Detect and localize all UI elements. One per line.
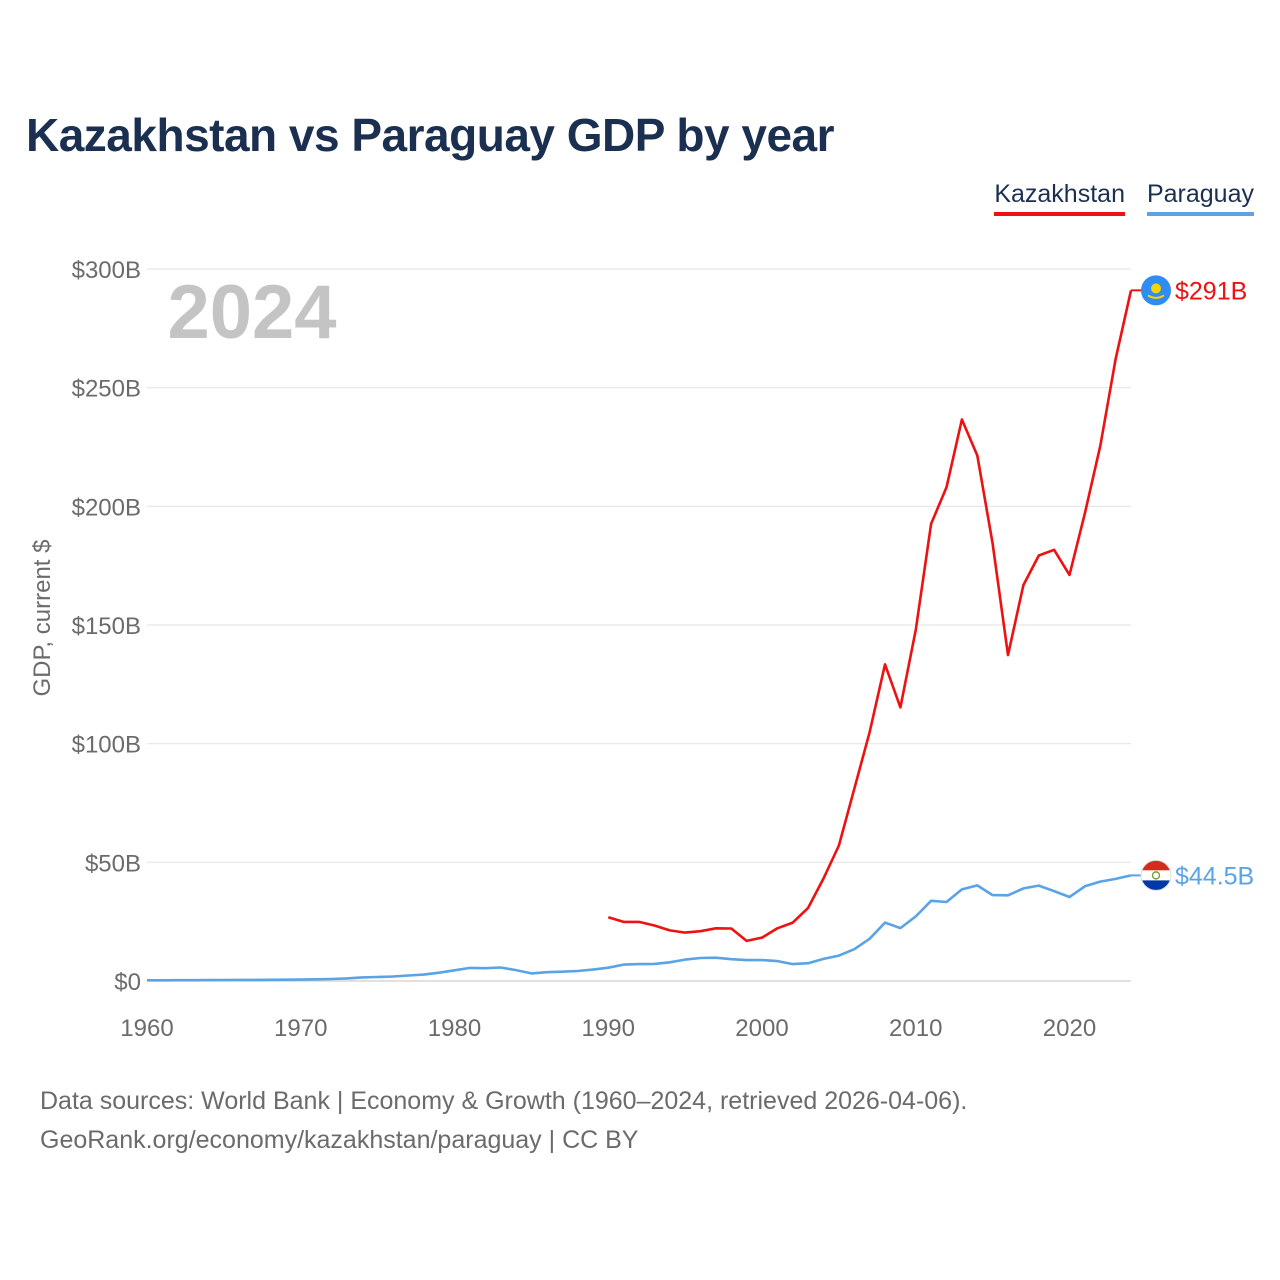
x-tick-label: 2020 xyxy=(1043,1015,1096,1042)
chart-title: Kazakhstan vs Paraguay GDP by year xyxy=(26,109,835,161)
series-end-label-paraguay: $44.5B xyxy=(1175,862,1254,890)
kazakhstan-flag-icon xyxy=(1141,275,1171,306)
y-axis-label: GDP, current $ xyxy=(29,540,56,697)
y-tick-label: $100B xyxy=(72,732,141,759)
x-tick-label: 2010 xyxy=(889,1015,942,1042)
legend: Kazakhstan Paraguay xyxy=(994,180,1254,216)
paraguay-flag-icon xyxy=(1140,859,1172,891)
y-tick-label: $250B xyxy=(72,376,141,403)
y-tick-label: $300B xyxy=(72,257,141,284)
legend-item-kazakhstan[interactable]: Kazakhstan xyxy=(994,180,1125,216)
year-watermark: 2024 xyxy=(167,270,336,355)
x-tick-label: 1960 xyxy=(120,1015,173,1042)
x-tick-label: 2000 xyxy=(735,1015,788,1042)
footer: Data sources: World Bank | Economy & Gro… xyxy=(40,1082,967,1160)
x-tick-label: 1990 xyxy=(582,1015,635,1042)
footer-sources: Data sources: World Bank | Economy & Gro… xyxy=(40,1087,968,1115)
legend-item-paraguay[interactable]: Paraguay xyxy=(1146,180,1254,216)
footer-attribution[interactable]: GeoRank.org/economy/kazakhstan/paraguay … xyxy=(40,1126,639,1154)
y-tick-label: $50B xyxy=(85,850,141,877)
x-tick-label: 1980 xyxy=(428,1015,481,1042)
series-line-paraguay[interactable] xyxy=(147,874,1132,982)
y-tick-label: $150B xyxy=(72,613,141,640)
series-end-label-kazakhstan: $291B xyxy=(1175,277,1247,305)
gdp-line-chart: 2024 GDP, current $ $0 $50B $100B $150B $200… xyxy=(29,257,1254,1042)
x-tick-label: 1970 xyxy=(274,1015,327,1042)
y-tick-label: $0 xyxy=(114,969,141,996)
series-line-kazakhstan[interactable] xyxy=(607,290,1133,943)
y-tick-label: $200B xyxy=(72,494,141,521)
